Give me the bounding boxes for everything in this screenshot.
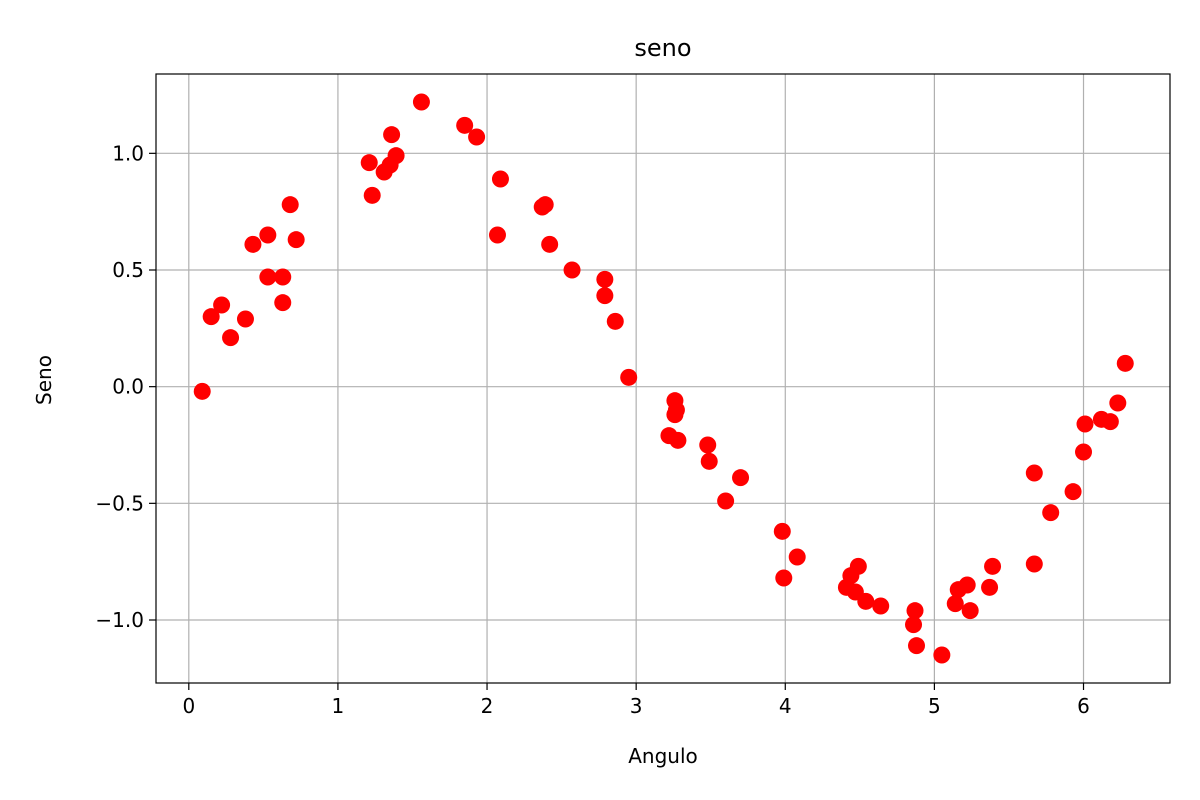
y-tick-label: −0.5 <box>95 491 144 515</box>
data-points <box>193 93 1134 664</box>
y-tick-label: −1.0 <box>95 608 144 632</box>
data-point <box>488 226 506 244</box>
x-tick-label: 5 <box>928 694 941 718</box>
data-point <box>244 235 262 253</box>
data-point <box>732 469 750 487</box>
data-point <box>360 154 378 172</box>
data-point <box>958 576 976 594</box>
data-point <box>620 368 638 386</box>
data-point <box>961 602 979 620</box>
data-point <box>857 592 875 610</box>
data-point <box>412 93 430 111</box>
data-point <box>849 557 867 575</box>
data-point <box>606 312 624 330</box>
data-point <box>1101 413 1119 431</box>
data-point <box>788 548 806 566</box>
data-point <box>1025 464 1043 482</box>
data-point <box>775 569 793 587</box>
data-point <box>274 268 292 286</box>
x-axis-label: Angulo <box>628 744 698 768</box>
data-point <box>667 401 685 419</box>
data-point <box>287 231 305 249</box>
data-point <box>363 186 381 204</box>
data-point <box>1075 443 1093 461</box>
y-tick-label: 1.0 <box>112 141 144 165</box>
data-point <box>468 128 486 146</box>
data-point <box>700 452 718 470</box>
data-point <box>383 126 401 144</box>
data-point <box>946 595 964 613</box>
data-point <box>1064 483 1082 501</box>
data-point <box>1109 394 1127 412</box>
data-point <box>1042 504 1060 522</box>
y-axis-label: Seno <box>32 355 56 405</box>
x-tick-label: 6 <box>1077 694 1090 718</box>
data-point <box>213 296 231 314</box>
data-point <box>981 578 999 596</box>
data-point <box>1076 415 1094 433</box>
data-point <box>773 522 791 540</box>
data-point <box>905 616 923 634</box>
data-point <box>193 382 211 400</box>
data-point <box>387 147 405 165</box>
x-tick-label: 3 <box>630 694 643 718</box>
data-point <box>202 308 220 326</box>
data-point <box>984 557 1002 575</box>
data-point <box>456 116 474 134</box>
y-axis-ticks: −1.0 −0.5 0.0 0.5 1.0 <box>95 141 156 632</box>
data-point <box>491 170 509 188</box>
data-point <box>541 235 559 253</box>
x-tick-label: 1 <box>332 694 345 718</box>
data-point <box>1025 555 1043 573</box>
data-point <box>536 196 554 214</box>
data-point <box>274 294 292 312</box>
plot-frame <box>155 73 1171 684</box>
data-point <box>906 602 924 620</box>
grid-lines <box>156 74 1170 683</box>
data-point <box>563 261 581 279</box>
data-point <box>872 597 890 615</box>
x-tick-label: 0 <box>182 694 195 718</box>
data-point <box>259 226 277 244</box>
data-point <box>717 492 735 510</box>
data-point <box>236 310 254 328</box>
y-tick-label: 0.0 <box>112 375 144 399</box>
y-tick-label: 0.5 <box>112 258 144 282</box>
x-axis-ticks: 0 1 2 3 4 5 6 <box>182 683 1090 718</box>
data-point <box>259 268 277 286</box>
data-point <box>908 637 925 655</box>
data-point <box>669 431 687 449</box>
data-point <box>596 270 614 288</box>
data-point <box>933 646 951 664</box>
x-tick-label: 4 <box>779 694 792 718</box>
data-point <box>281 196 299 214</box>
x-tick-label: 2 <box>481 694 494 718</box>
chart-title: seno <box>634 34 691 62</box>
data-point <box>1116 354 1134 372</box>
data-point <box>699 436 717 454</box>
data-point <box>596 287 614 305</box>
data-point <box>222 329 240 347</box>
